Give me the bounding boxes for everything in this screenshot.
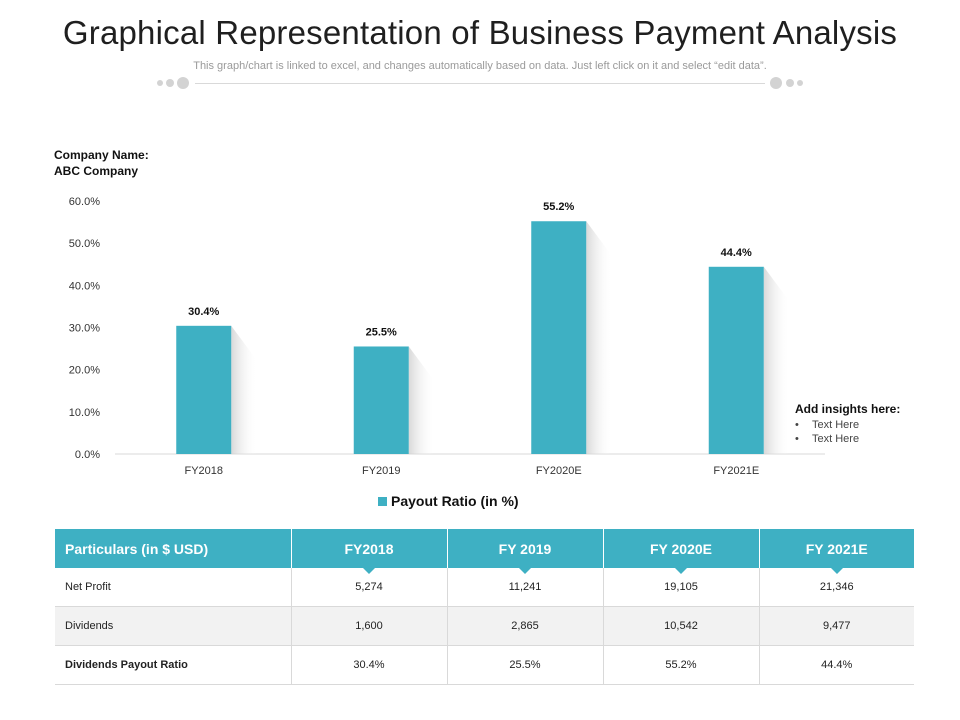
insights-title: Add insights here: [795,402,901,416]
company-label: Company Name: [54,148,149,162]
row-label: Dividends Payout Ratio [55,645,292,685]
header-notch [830,568,843,574]
bar-data-label: 55.2% [543,201,574,213]
insights-box: Add insights here: Text Here Text Here [795,402,900,446]
legend-label: Payout Ratio (in %) [391,493,519,509]
table-cell: 2,865 [447,606,604,646]
insight-item: Text Here [795,418,900,432]
row-label: Dividends [55,606,292,646]
divider-dot [770,77,782,89]
bar-shadow [408,346,435,454]
table-cell: 5,274 [291,568,448,607]
bar [176,325,232,454]
table-header-fy2019: FY 2019 [447,529,604,574]
x-tick-label: FY2021E [713,465,759,477]
table-cell: 25.5% [447,645,604,685]
table-header-fy2018: FY2018 [291,529,448,574]
y-tick-label: 40.0% [69,280,100,292]
header-label: FY2018 [344,540,394,557]
row-label: Net Profit [55,568,292,607]
table-row: Dividends Payout Ratio 30.4% 25.5% 55.2%… [55,645,914,685]
bar-data-label: 44.4% [721,247,752,259]
divider-dot [177,77,189,89]
divider-dot [797,80,803,86]
y-tick-label: 30.0% [69,323,100,335]
bar-chart: 0.0% 10.0% 20.0% 30.0% 40.0% 50.0% 60.0% 30.4% F… [69,196,825,477]
table-cell: 30.4% [291,645,448,685]
bar [531,221,587,454]
header-label: FY 2019 [498,540,552,557]
table-cell: 9,477 [759,606,914,646]
bar-shadow [763,266,790,454]
table-row: Net Profit 5,274 11,241 19,105 21,346 [55,568,914,607]
company-name: ABC Company [54,164,139,178]
divider-line [195,83,765,84]
header-notch [363,568,375,574]
table-cell: 44.4% [759,645,914,685]
bar-data-label: 30.4% [188,306,219,318]
bar-shadow [586,221,613,454]
x-tick-label: FY2019 [362,465,401,477]
bar [353,346,409,454]
insights-list: Text Here Text Here [795,418,900,446]
x-tick-label: FY2018 [184,465,223,477]
table-cell: 1,600 [291,606,448,646]
insight-item: Text Here [795,432,900,446]
company-info: Company Name: ABC Company [54,147,149,179]
bar-data-label: 25.5% [366,326,397,338]
header-label: FY 2021E [805,540,868,557]
bar [708,266,764,454]
header-notch [519,568,531,574]
table-header-row: Particulars (in $ USD) FY2018 FY 2019 FY… [55,529,914,574]
table-cell: 10,542 [603,606,760,646]
table-header-fy2020e: FY 2020E [603,529,760,574]
table-header-particulars: Particulars (in $ USD) [55,529,292,568]
y-tick-label: 60.0% [69,196,100,208]
table-cell: 21,346 [759,568,914,607]
y-tick-label: 10.0% [69,407,100,419]
header-notch [675,568,687,574]
divider-dot [157,80,163,86]
bar-shadow [231,325,258,454]
y-tick-label: 20.0% [69,365,100,377]
divider-dot [786,79,794,87]
payment-table: Particulars (in $ USD) FY2018 FY 2019 FY… [55,529,914,685]
chart-legend: Payout Ratio (in %) [378,493,519,509]
header-label: FY 2020E [649,540,712,557]
y-tick-label: 50.0% [69,238,100,250]
divider-dot [166,79,174,87]
table-cell: 55.2% [603,645,760,685]
table-cell: 19,105 [603,568,760,607]
legend-swatch [378,496,387,506]
table-row: Dividends 1,600 2,865 10,542 9,477 [55,606,914,646]
x-tick-label: FY2020E [536,465,582,477]
table-cell: 11,241 [447,568,604,607]
page-subtitle: This graph/chart is linked to excel, and… [193,60,767,72]
y-tick-label: 0.0% [75,449,100,461]
page-title: Graphical Representation of Business Pay… [62,14,898,51]
table-header-fy2021e: FY 2021E [759,529,914,574]
